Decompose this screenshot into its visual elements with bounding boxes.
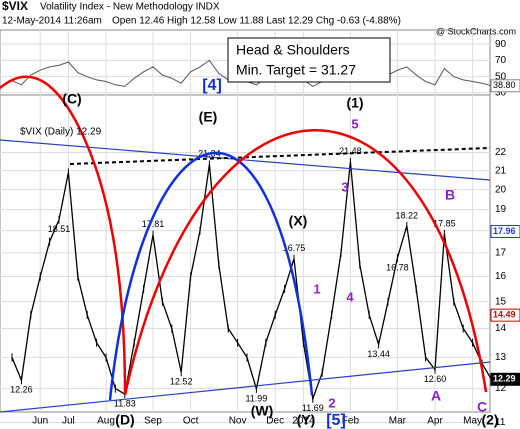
- annotation: Min. Target = 31.27: [236, 62, 356, 78]
- wave-label: C: [477, 399, 487, 415]
- x-tick-label: Nov: [229, 416, 247, 427]
- trend-line: [0, 361, 491, 413]
- wave-label: (W): [251, 403, 274, 419]
- chart-title: Volatility Index - New Methodology INDX: [40, 2, 220, 13]
- x-tick-label: Sep: [144, 416, 162, 427]
- wave-label: 1: [313, 281, 320, 296]
- wave-label: (Y): [297, 412, 316, 428]
- value-label: 11.83: [114, 399, 136, 409]
- value-label: 18.22: [396, 210, 419, 220]
- price-tag-label: 14.49: [493, 310, 516, 320]
- x-tick-label: Jun: [32, 416, 48, 427]
- x-tick-label: Apr: [427, 416, 443, 427]
- wave-label: (2): [481, 412, 498, 428]
- y-tick-label: 70: [495, 55, 507, 66]
- price-tag: [490, 225, 520, 239]
- wave-label: (X): [289, 213, 308, 229]
- value-label: 12.26: [10, 385, 33, 395]
- wave-label: (D): [115, 412, 134, 428]
- date: 12-May-2014 11:26am: [2, 16, 102, 27]
- value-label: 11.99: [245, 393, 267, 403]
- wave-label: 5: [351, 116, 358, 131]
- trend-line: [0, 139, 491, 181]
- y-tick-label: 12: [495, 383, 507, 394]
- source: @ StockCharts.com: [436, 26, 516, 36]
- y-tick-label: 21: [495, 165, 507, 176]
- rsi-tag: [490, 79, 520, 93]
- annotation-box: [227, 37, 391, 83]
- value-label: 18.51: [48, 224, 71, 234]
- wave-label: B: [445, 187, 455, 203]
- x-tick-label: Jul: [62, 416, 75, 427]
- value-label: 12.60: [424, 374, 447, 384]
- wave-label: (1): [346, 95, 363, 111]
- arc: [108, 151, 314, 401]
- y-tick-label: 16: [495, 271, 507, 282]
- x-tick-label: Aug: [97, 416, 115, 427]
- legend: $VIX (Daily) 12.29: [20, 127, 102, 138]
- value-label: 16.78: [386, 262, 409, 272]
- rsi-line: [11, 59, 492, 87]
- price-tag: [490, 308, 520, 322]
- x-tick-label: Mar: [389, 416, 407, 427]
- wave-label: (E): [199, 109, 218, 125]
- rsi-tag-label: 38.80: [493, 80, 516, 90]
- price-tag-label: 12.29: [493, 374, 516, 384]
- y-tick-label: 13: [495, 352, 507, 363]
- value-label: 16.75: [283, 243, 306, 253]
- value-label: 11.69: [302, 403, 324, 413]
- main-frame: [0, 94, 491, 413]
- value-label: 13.44: [367, 349, 390, 359]
- x-tick-label: 2014: [292, 416, 315, 427]
- wave-label: 4: [346, 289, 354, 304]
- value-label: 12.52: [170, 376, 193, 386]
- x-tick-label: May: [463, 416, 482, 427]
- y-tick-label: 15: [495, 296, 507, 307]
- y-tick-label: 30: [495, 88, 507, 99]
- wave-label: [5]: [326, 412, 346, 429]
- value-label: 21.48: [339, 146, 362, 156]
- y-tick-label: 90: [495, 39, 507, 50]
- value-label: 17.81: [142, 219, 165, 229]
- price-tag-label: 17.96: [493, 226, 516, 236]
- x-tick-label: Dec: [266, 416, 284, 427]
- neckline: [69, 147, 491, 165]
- wave-label: 3: [341, 179, 348, 194]
- y-tick-label: 19: [495, 204, 507, 215]
- price-line: [11, 161, 492, 402]
- x-tick-label: Oct: [183, 416, 199, 427]
- y-tick-label: 14: [495, 323, 507, 334]
- value-label: 17.85: [433, 218, 456, 228]
- x-tick-label: Feb: [342, 416, 360, 427]
- y-tick-label: 22: [495, 147, 507, 158]
- y-tick-label: 50: [495, 71, 507, 82]
- wave-label: 2: [328, 395, 335, 410]
- y-tick-label: 20: [495, 184, 507, 195]
- symbol: $VIX: [2, 0, 28, 13]
- wave-label: A: [431, 388, 441, 404]
- price-tag: [490, 372, 520, 386]
- y-tick-label: 17: [495, 248, 507, 259]
- quote: Open 12.46 High 12.58 Low 11.88 Last 12.…: [112, 16, 401, 27]
- annotation: Head & Shoulders: [236, 42, 350, 58]
- wave-label: (C): [62, 91, 81, 107]
- arc: [123, 129, 488, 396]
- wave-label: [4]: [202, 77, 222, 94]
- y-tick-label: 11: [495, 417, 506, 428]
